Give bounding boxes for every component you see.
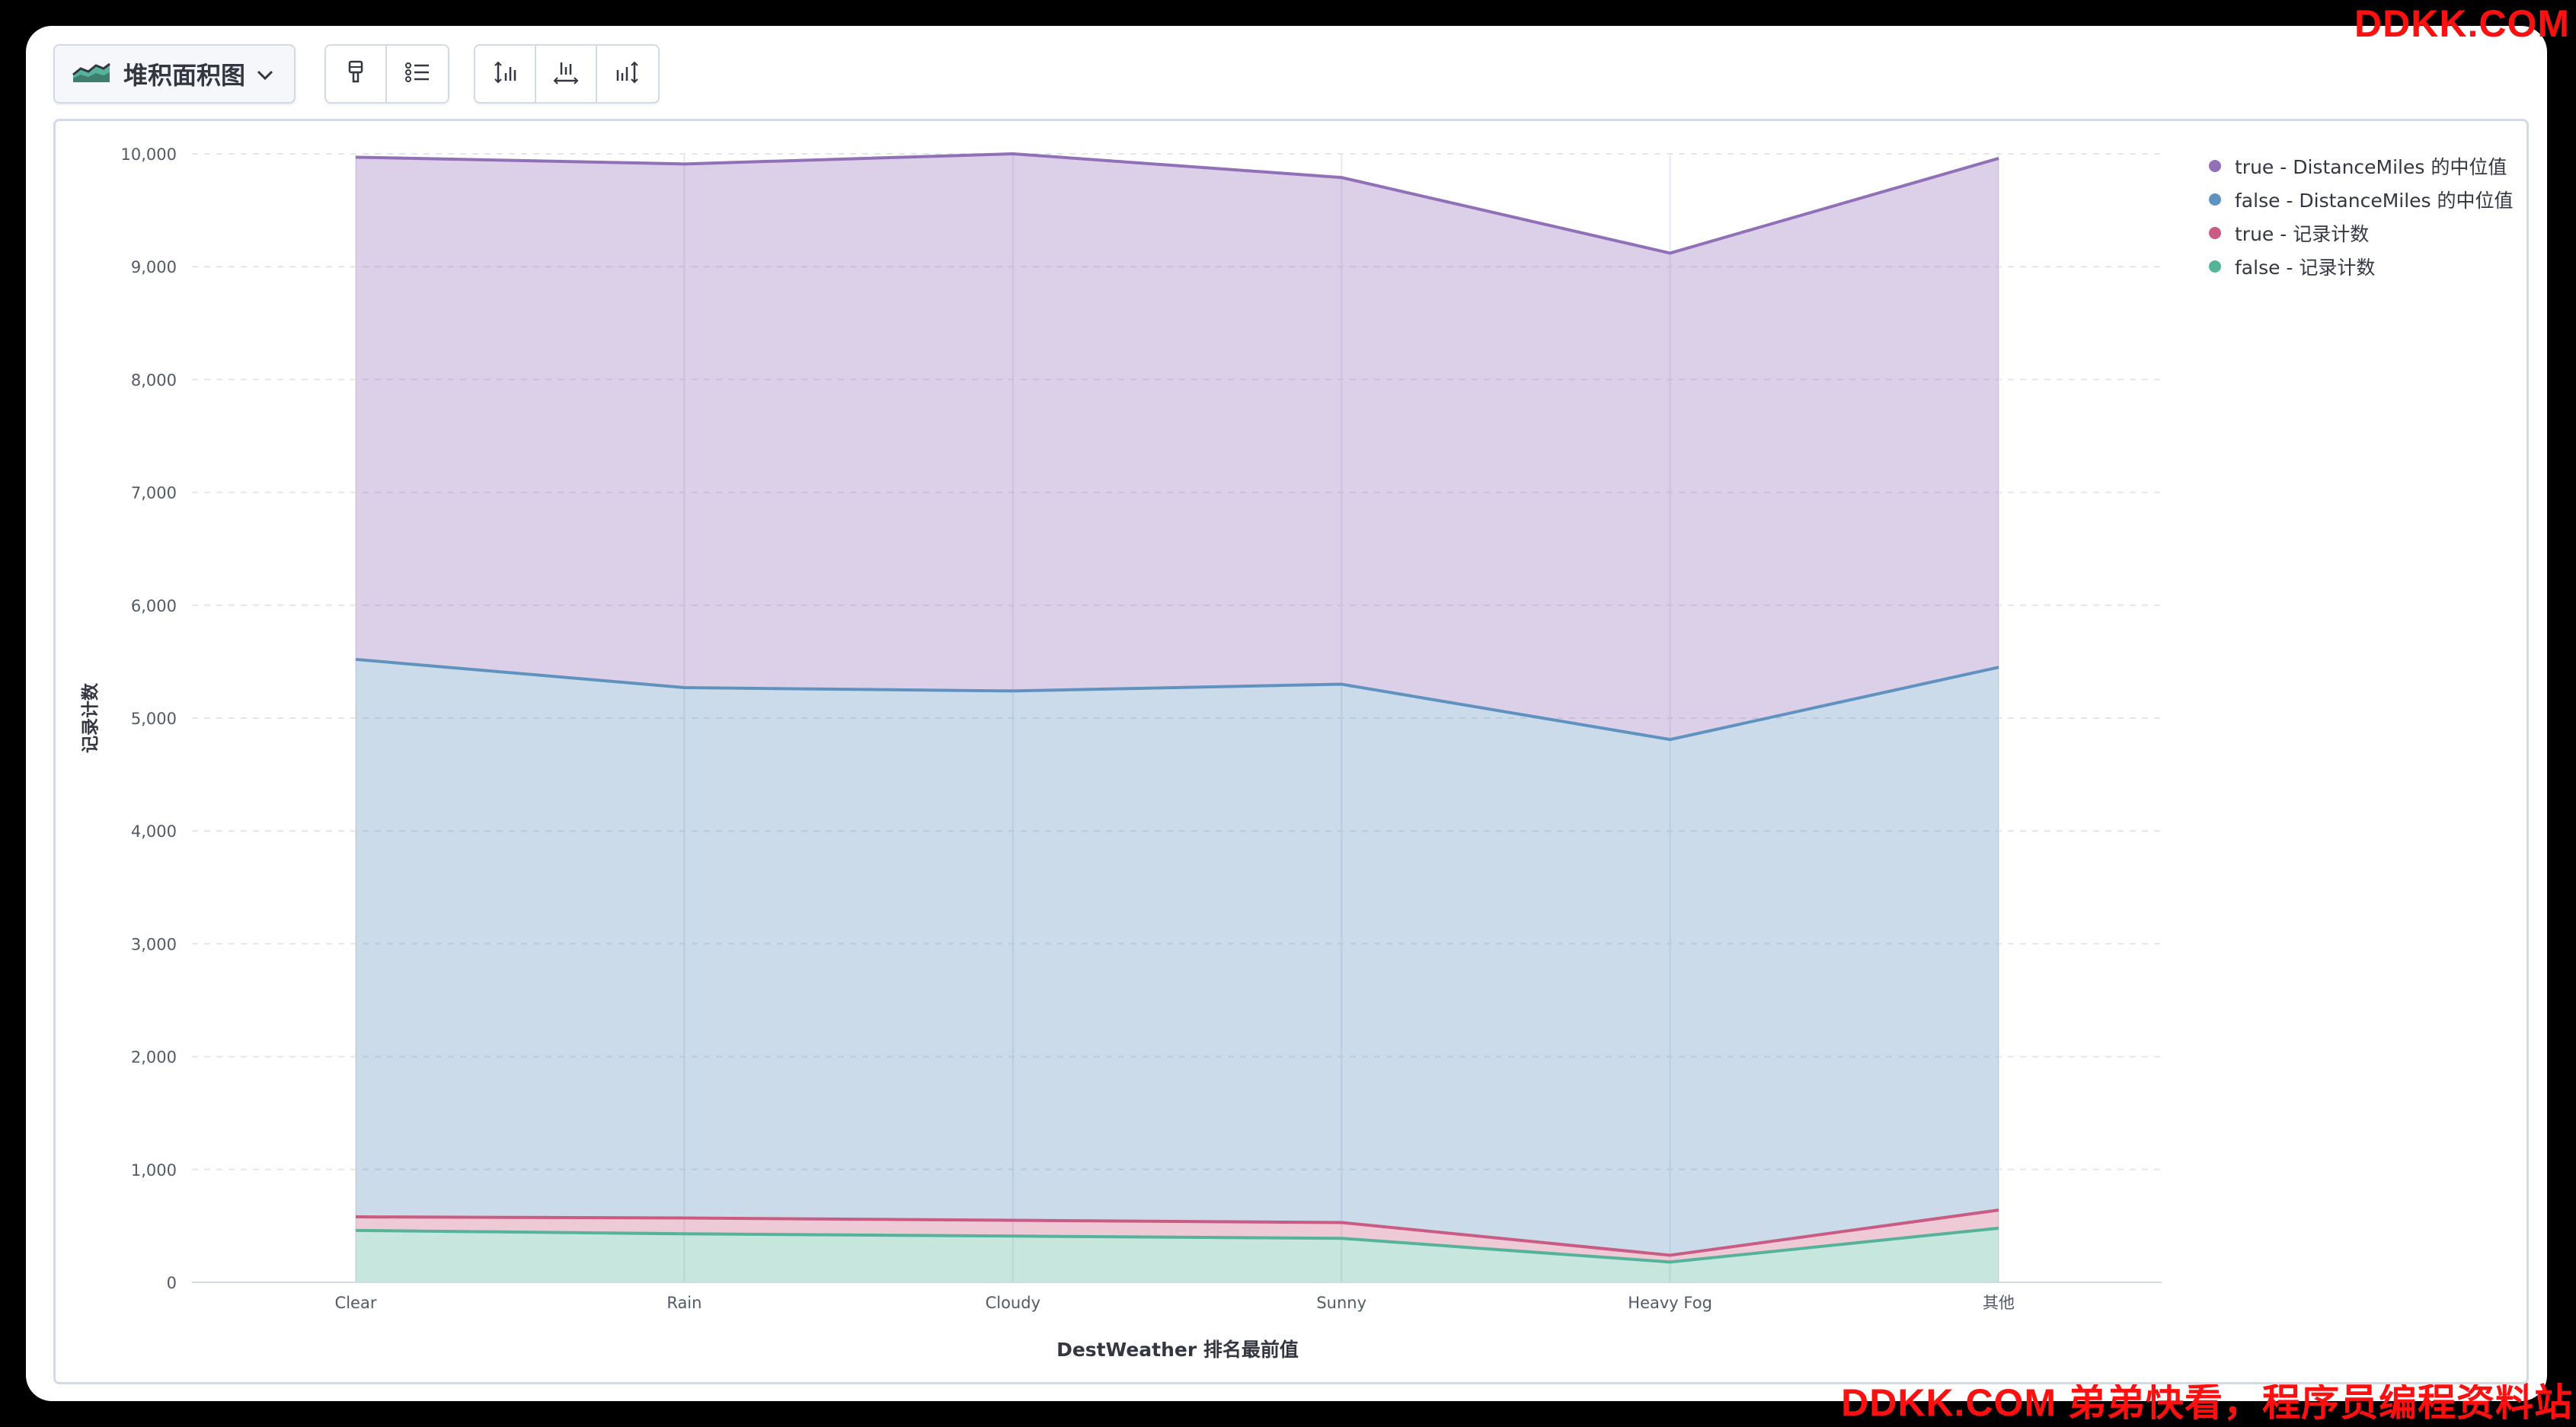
paint-brush-icon: [344, 59, 367, 89]
area-chart-icon: [72, 61, 111, 88]
y-tick-label: 4,000: [131, 822, 177, 841]
y-tick-label: 1,000: [131, 1161, 177, 1180]
chart-type-button[interactable]: 堆积面积图: [53, 44, 296, 104]
axis-button-group: [474, 44, 660, 104]
legend-color-dot: [2209, 260, 2221, 273]
chart-type-label: 堆积面积图: [123, 61, 246, 90]
bottom-axis-icon: [552, 59, 580, 89]
right-axis-button[interactable]: [597, 46, 658, 102]
legend-label: false - 记录计数: [2235, 257, 2376, 279]
watermark-bottom: DDKK.COM 弟弟快看，程序员编程资料站: [1841, 1381, 2573, 1424]
x-tick-label: Sunny: [1316, 1294, 1366, 1312]
style-button-group: [324, 44, 449, 104]
right-axis-icon: [615, 59, 641, 89]
legend-color-dot: [2209, 193, 2221, 206]
chevron-down-icon: [254, 64, 276, 89]
legend-color-dot: [2209, 227, 2221, 239]
chart-grid: [192, 153, 2162, 1282]
x-tick-label: Heavy Fog: [1628, 1294, 1712, 1312]
bottom-axis-button[interactable]: [536, 46, 597, 102]
chart-areas: [356, 154, 1999, 1282]
y-tick-label: 5,000: [131, 710, 177, 728]
x-tick-label: Cloudy: [986, 1294, 1040, 1312]
x-tick-label: 其他: [1983, 1294, 2015, 1312]
legend-label: false - DistanceMiles 的中位值: [2235, 190, 2514, 212]
y-tick-label: 3,000: [131, 935, 177, 953]
line-false_distance: [355, 657, 1999, 742]
chart-legend: true - DistanceMiles 的中位值 false - Distanc…: [2209, 149, 2514, 283]
legend-item[interactable]: false - 记录计数: [2209, 250, 2514, 283]
x-tick-label: Rain: [666, 1294, 702, 1312]
legend-list-icon: [404, 61, 430, 88]
y-tick-label: 9,000: [131, 258, 177, 276]
watermark-top: DDKK.COM: [2354, 2, 2570, 45]
legend-settings-button[interactable]: [387, 46, 448, 102]
area-false_count: [356, 1227, 1999, 1282]
legend-label: true - DistanceMiles 的中位值: [2235, 156, 2507, 178]
legend-label: true - 记录计数: [2235, 223, 2370, 245]
y-axis-title: 记录计数: [81, 682, 101, 753]
visual-options-button[interactable]: [326, 46, 387, 102]
line-true_distance: [355, 152, 1999, 255]
chart-frame: [53, 119, 2529, 1384]
left-axis-button[interactable]: [475, 46, 536, 102]
x-axis-title: DestWeather 排名最前值: [1056, 1339, 1299, 1361]
legend-item[interactable]: false - DistanceMiles 的中位值: [2209, 183, 2514, 216]
y-tick-label: 0: [167, 1274, 177, 1292]
chart-lines: [355, 152, 1999, 1264]
x-tick-label: Clear: [335, 1294, 377, 1312]
y-tick-label: 6,000: [131, 597, 177, 615]
legend-item[interactable]: true - DistanceMiles 的中位值: [2209, 149, 2514, 183]
y-tick-label: 10,000: [121, 145, 177, 164]
y-tick-label: 8,000: [131, 371, 177, 389]
left-axis-icon: [492, 59, 518, 89]
y-tick-label: 2,000: [131, 1049, 177, 1067]
legend-item[interactable]: true - 记录计数: [2209, 216, 2514, 250]
area-true_distance: [356, 154, 1999, 740]
area-false_distance: [356, 659, 1999, 1256]
chart-axes: 0 1,000 2,000 3,000 4,000 5,000 6,000 7,000 8,00…: [121, 145, 2162, 1312]
y-tick-label: 7,000: [131, 484, 177, 503]
line-false_count: [355, 1226, 1999, 1264]
line-true_count: [355, 1208, 1999, 1257]
legend-color-dot: [2209, 160, 2221, 172]
